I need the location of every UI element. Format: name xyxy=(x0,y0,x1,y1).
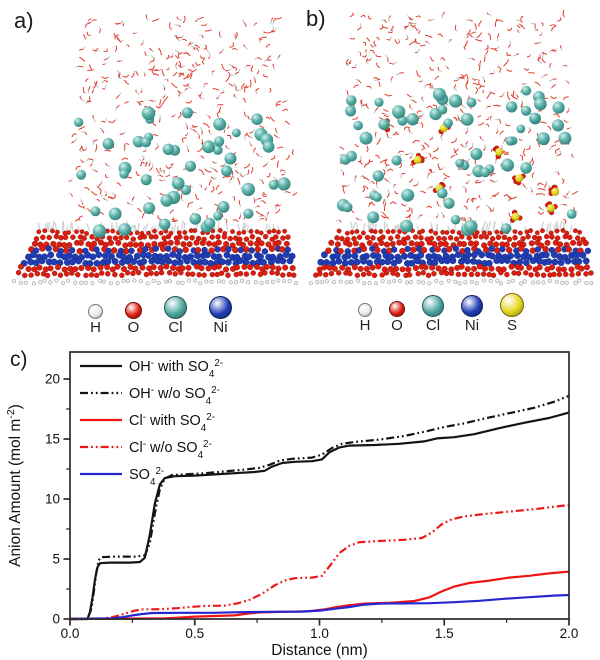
atom-legend-item-H: H xyxy=(358,303,372,333)
series-OH-w-o-SO-4-2 xyxy=(70,394,570,621)
atom-symbol-Ni: Ni xyxy=(213,319,228,336)
atom-legend-item-Ni: Ni xyxy=(209,296,232,335)
series-OH-with-SO-4-2 xyxy=(70,411,570,621)
atom-sphere-H xyxy=(358,303,372,317)
x-tick-label: 0.5 xyxy=(185,626,204,641)
atom-legend-item-Ni: Ni xyxy=(461,295,483,333)
panel-label-a: a) xyxy=(14,8,34,33)
atom-symbol-Ni: Ni xyxy=(464,317,480,334)
atom-legend-item-Cl: Cl xyxy=(164,296,187,335)
panel-label-c: c) xyxy=(10,348,28,371)
y-tick-label: 5 xyxy=(52,552,60,567)
atom-sphere-H xyxy=(88,304,103,319)
molecular-scene-b xyxy=(308,9,594,286)
panel-label-b: b) xyxy=(306,6,326,31)
hydroxide-slab xyxy=(308,220,594,286)
x-axis-title: Distance (nm) xyxy=(271,642,367,659)
atom-symbol-O: O xyxy=(127,319,140,336)
legend-label: Cl- w/o SO42- xyxy=(129,439,212,461)
legend-label: OH- w/o SO42- xyxy=(129,385,220,407)
atom-symbol-H: H xyxy=(90,319,101,336)
chloride-ions xyxy=(73,106,291,238)
sulfate-ions xyxy=(379,118,560,223)
y-tick-label: 10 xyxy=(45,492,60,507)
series-SO-4-2 xyxy=(69,593,570,621)
atom-symbol-H: H xyxy=(359,317,371,334)
x-tick-label: 2.0 xyxy=(560,626,579,641)
legend-label: Cl- with SO42- xyxy=(129,412,215,434)
atom-sphere-Ni xyxy=(209,296,232,319)
y-tick-label: 15 xyxy=(45,432,60,447)
y-axis: 0 5 10 15 20 xyxy=(45,372,70,627)
legend-label: OH- with SO42- xyxy=(129,358,223,380)
series-Cl-with-SO-4-2 xyxy=(69,570,570,621)
x-tick-label: 1.5 xyxy=(435,626,454,641)
x-tick-label: 1.0 xyxy=(310,626,329,641)
atom-sphere-Cl xyxy=(164,296,187,319)
atom-sphere-O xyxy=(389,301,405,317)
atom-legend-a: H O Cl Ni xyxy=(88,296,232,335)
atom-symbol-O: O xyxy=(391,317,403,334)
atom-legend-item-H: H xyxy=(88,304,103,335)
atom-sphere-Cl xyxy=(422,295,444,317)
y-tick-label: 0 xyxy=(52,612,60,627)
atom-sphere-Ni xyxy=(461,295,483,317)
legend-label: SO42- xyxy=(129,466,164,488)
atom-symbol-Cl: Cl xyxy=(425,317,441,334)
chloride-ions xyxy=(336,85,577,236)
atom-legend-item-Cl: Cl xyxy=(422,295,444,333)
atom-symbol-S: S xyxy=(506,317,517,334)
atom-legend-item-S: S xyxy=(500,293,524,333)
atom-legend-item-O: O xyxy=(389,301,405,333)
atom-symbol-Cl: Cl xyxy=(168,319,183,336)
y-tick-label: 20 xyxy=(45,372,60,387)
chart-legend: OH- with SO42- OH- w/o SO42- Cl- with SO42… xyxy=(80,358,223,488)
x-tick-label: 0.0 xyxy=(61,626,80,641)
series-Cl-w-o-SO-4-2 xyxy=(69,503,570,621)
atom-legend-b: H O Cl Ni S xyxy=(358,293,524,333)
atom-sphere-S xyxy=(500,293,524,317)
molecular-scene-a xyxy=(11,14,299,286)
y-axis-title: Anion Amount (mol m-2) xyxy=(5,404,24,567)
atom-legend-item-O: O xyxy=(125,302,142,335)
anion-amount-chart: 0.0 0.5 1.0 1.5 2.0 0 5 10 15 20 Distance (nm) Anio… xyxy=(5,351,579,659)
atom-sphere-O xyxy=(125,302,142,319)
x-axis: 0.0 0.5 1.0 1.5 2.0 xyxy=(61,619,579,641)
chart-series xyxy=(69,394,570,621)
hydroxide-slab xyxy=(11,220,299,286)
